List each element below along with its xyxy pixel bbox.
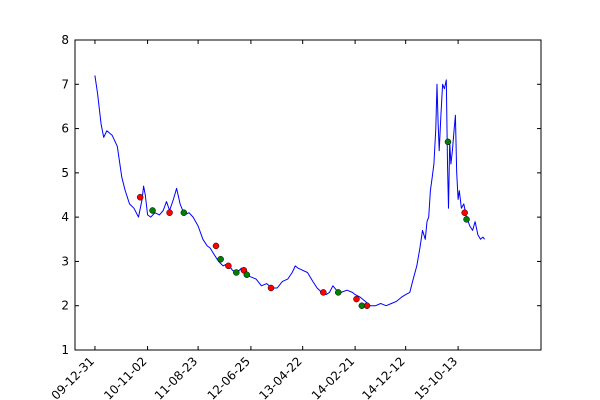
data-point (217, 255, 224, 263)
plot-background (75, 40, 541, 350)
data-point (136, 193, 144, 201)
y-tick-label: 4 (61, 210, 69, 224)
x-tick-label: 14-02-21 (309, 354, 357, 400)
x-tick-label: 13-04-22 (256, 354, 304, 400)
data-point (353, 295, 360, 303)
y-tick-label: 6 (61, 122, 69, 136)
data-point (180, 209, 188, 216)
x-tick-label: 09-12-31 (49, 354, 97, 400)
data-point (461, 209, 468, 216)
x-tick-label: 14-12-12 (359, 354, 407, 400)
data-point (358, 302, 366, 309)
series-line (94, 75, 485, 307)
series-markers (136, 138, 470, 309)
y-tick-label: 3 (61, 254, 69, 268)
x-tick-label: 11-08-23 (152, 354, 200, 400)
x-tick-label: 15-10-13 (412, 354, 460, 400)
series-lines (94, 75, 485, 307)
data-point (166, 209, 173, 216)
y-tick-label: 2 (61, 299, 69, 313)
data-point (463, 216, 470, 223)
y-tick-label: 5 (61, 166, 69, 180)
x-tick-label: 12-06-25 (205, 354, 253, 400)
data-point (243, 271, 251, 278)
data-point (444, 138, 452, 146)
data-point (225, 262, 232, 270)
y-tick-label: 8 (61, 33, 69, 47)
data-point (149, 207, 156, 214)
data-point (335, 289, 342, 296)
y-axis: 1 2 3 4 5 6 7 8 (61, 33, 541, 357)
y-tick-label: 7 (61, 77, 69, 91)
data-point (212, 242, 220, 250)
x-tick-label: 10-11-02 (101, 354, 149, 400)
plot-frame (74, 39, 542, 351)
y-tick-label: 1 (61, 343, 69, 357)
data-point (320, 289, 327, 296)
data-point (267, 284, 275, 292)
data-point (233, 269, 240, 276)
data-point (240, 267, 248, 274)
